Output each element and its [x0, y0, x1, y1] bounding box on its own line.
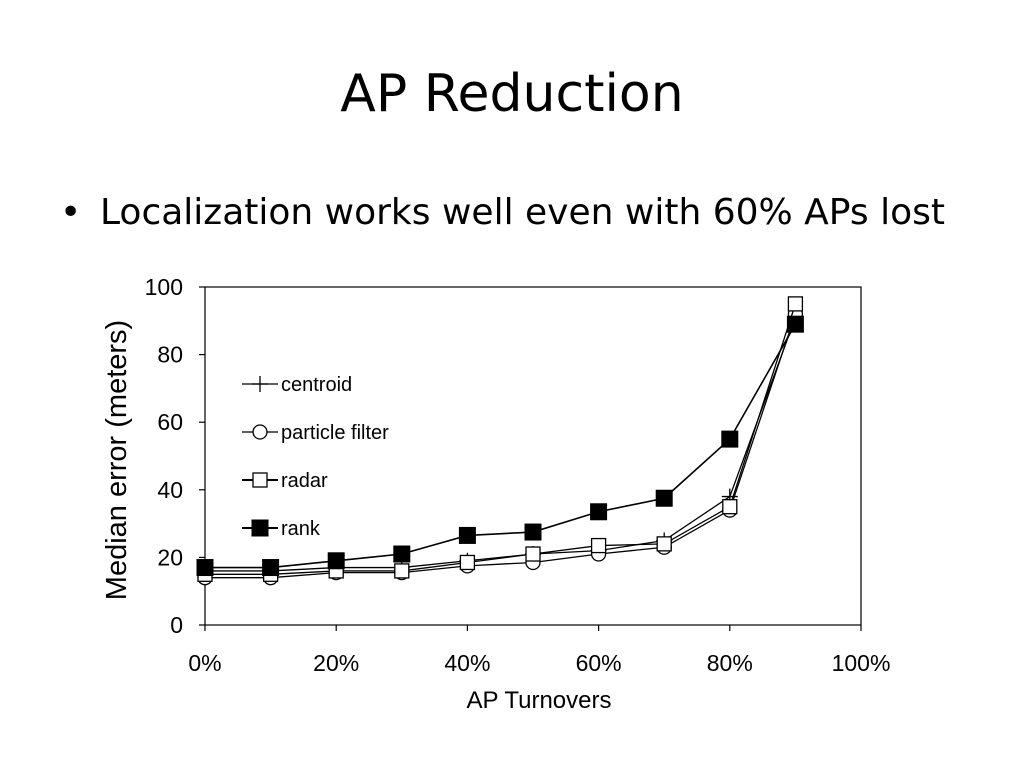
- data-point-rank: [786, 315, 804, 333]
- data-point-rank: [393, 545, 411, 563]
- data-point-radar: [656, 536, 672, 552]
- data-point-radar: [394, 563, 410, 579]
- legend-marker: [252, 424, 268, 440]
- series-line-particle-filter: [205, 313, 797, 579]
- series-rank: [196, 315, 804, 577]
- legend-marker: [251, 519, 269, 537]
- data-point-rank: [196, 559, 214, 577]
- bullet-item: • Localization works well even with 60% A…: [60, 190, 945, 236]
- legend-entry-particle-filter: particle filter: [242, 422, 389, 444]
- y-tick-label: 80: [157, 342, 183, 368]
- data-point-radar: [590, 537, 607, 554]
- data-point-rank: [262, 559, 280, 577]
- x-tick-label: 40%: [444, 650, 490, 676]
- x-tick-label: 0%: [188, 650, 221, 676]
- data-point-rank: [327, 552, 345, 570]
- legend-marker: [252, 472, 268, 488]
- legend-entry-radar: radar: [242, 470, 328, 492]
- data-point-radar: [787, 296, 804, 312]
- bullet-marker: •: [60, 192, 82, 233]
- data-point-radar: [722, 499, 738, 515]
- legend-label: radar: [281, 470, 328, 492]
- data-point-rank: [524, 523, 542, 541]
- data-point-rank: [458, 526, 476, 544]
- series-line-radar: [205, 303, 797, 575]
- y-tick-label: 60: [157, 409, 183, 435]
- y-tick-label: 100: [145, 274, 183, 300]
- legend-label: rank: [281, 518, 321, 540]
- y-tick-label: 20: [157, 544, 183, 570]
- data-point-rank: [655, 489, 673, 507]
- x-tick-label: 100%: [832, 650, 891, 676]
- legend-label: centroid: [281, 374, 352, 396]
- x-tick-label: 20%: [313, 650, 359, 676]
- series-particle-filter: [197, 306, 804, 586]
- data-point-radar: [525, 546, 541, 562]
- slide-title: AP Reduction: [340, 64, 684, 124]
- y-axis-label: Median error (meters): [101, 320, 133, 600]
- legend-label: particle filter: [281, 422, 389, 444]
- data-point-radar: [459, 554, 476, 571]
- legend-entry-rank: rank: [242, 518, 321, 540]
- series-line-rank: [205, 323, 797, 569]
- bullet-text: Localization works well even with 60% AP…: [100, 192, 945, 233]
- data-point-rank: [721, 430, 739, 448]
- legend-marker: [252, 376, 268, 392]
- x-tick-label: 80%: [707, 650, 753, 676]
- x-tick-label: 60%: [576, 650, 622, 676]
- data-point-rank: [590, 503, 608, 521]
- plot-area-frame: [204, 286, 862, 626]
- y-tick-label: 40: [157, 477, 183, 503]
- series-line-centroid: [205, 317, 797, 572]
- y-tick-label: 0: [170, 612, 183, 638]
- legend-entry-centroid: centroid: [242, 374, 352, 396]
- x-axis-label: AP Turnovers: [467, 687, 612, 714]
